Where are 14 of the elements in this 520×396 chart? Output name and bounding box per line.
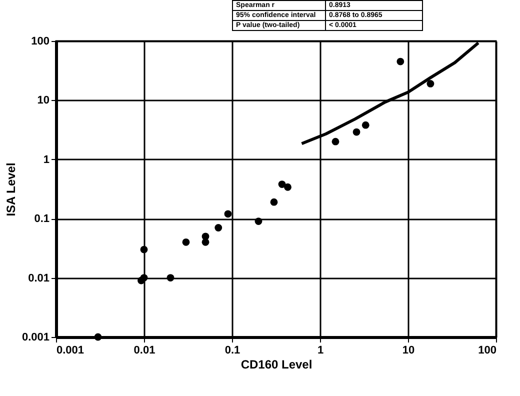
- y-tick-label: 1: [43, 154, 50, 166]
- x-tick-label: 100: [478, 344, 496, 356]
- y-tick-label: 10: [37, 94, 50, 107]
- x-tick-label: 0.01: [134, 344, 156, 356]
- x-axis-title: CD160 Level: [240, 358, 312, 372]
- y-tick-label: 0.01: [28, 272, 50, 284]
- x-tick-label: 1: [317, 344, 324, 356]
- y-axis-title: ISA Level: [4, 162, 18, 216]
- x-tick-label: 0.001: [56, 344, 84, 356]
- y-tick-label: 100: [31, 36, 50, 48]
- x-tick-label: 10: [402, 344, 415, 356]
- x-tick-label: 0.1: [224, 344, 240, 356]
- y-tick-label: 0.1: [34, 213, 50, 226]
- y-tick-label: 0.001: [22, 332, 50, 344]
